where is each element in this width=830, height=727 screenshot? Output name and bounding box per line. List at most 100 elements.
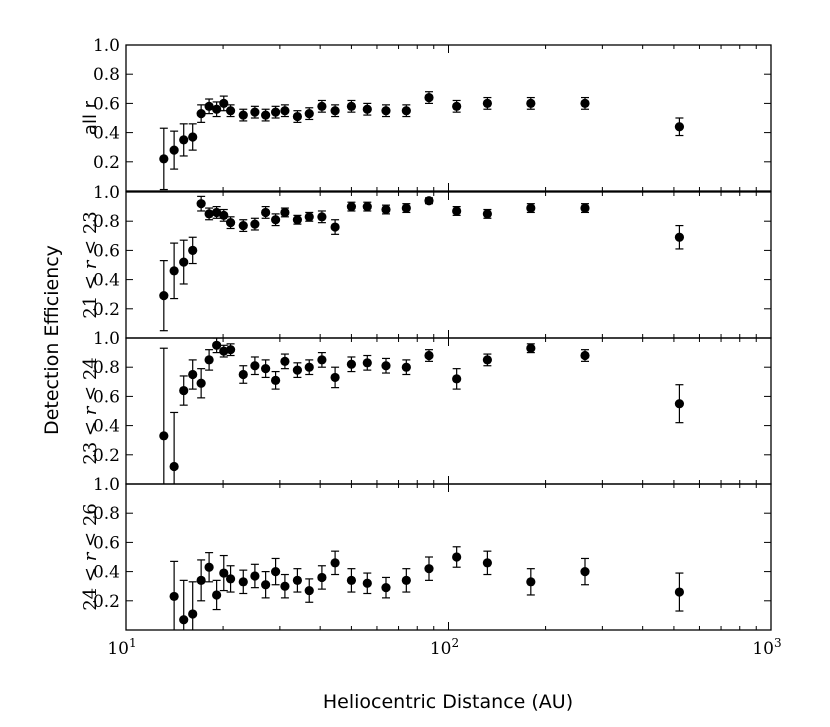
data-point — [304, 585, 314, 596]
data-point — [452, 101, 462, 111]
panel-y-label-part: < — [80, 532, 101, 553]
y-axis-label: Detection Efficiency — [41, 245, 63, 435]
data-point — [169, 591, 179, 602]
panel-y-label-part: r — [80, 405, 101, 421]
panel-y-label-part: < — [80, 240, 101, 261]
data-point — [526, 343, 536, 353]
data-point — [271, 215, 281, 225]
data-point — [179, 257, 189, 267]
data-point — [219, 210, 229, 220]
data-point — [261, 364, 271, 374]
data-point — [452, 374, 462, 384]
data-point — [271, 567, 281, 577]
panel-y-label-part: 24 — [80, 588, 101, 611]
data-point — [526, 203, 536, 213]
data-point — [330, 372, 340, 383]
data-point — [346, 359, 357, 369]
y-tick-label: 0.4 — [93, 124, 120, 144]
data-point — [401, 203, 411, 213]
data-point — [317, 212, 327, 222]
y-tick-label: 0.2 — [93, 153, 120, 173]
panel-frame — [125, 483, 772, 631]
panel-3: 0.2 0.4 0.6 0.8 1.0 23 < r < 24 — [80, 329, 772, 485]
data-point — [346, 575, 357, 585]
data-point — [381, 583, 391, 593]
y-tick-label: 0.4 — [93, 271, 120, 291]
data-point — [674, 232, 685, 242]
data-point — [674, 399, 685, 409]
data-point — [159, 431, 169, 441]
y-tick-label: 1.0 — [93, 183, 120, 203]
panel-y-label-part: 26 — [80, 503, 101, 532]
data-point — [317, 101, 327, 111]
data-point — [261, 580, 271, 590]
data-point — [196, 109, 206, 119]
data-point — [280, 356, 290, 366]
data-point — [346, 101, 357, 111]
data-point — [250, 107, 260, 117]
panel-y-label: 21 < r < 23 — [80, 211, 101, 319]
data-point — [179, 385, 189, 396]
y-tick-label: 0.8 — [93, 358, 120, 378]
panel-data — [159, 195, 685, 332]
data-point — [188, 132, 198, 142]
data-point — [159, 291, 169, 301]
data-point — [196, 199, 206, 209]
panel-y-label-part: 24 — [80, 357, 101, 386]
data-point — [362, 202, 372, 212]
y-tick-label: 0.4 — [93, 417, 120, 437]
data-point — [212, 590, 222, 600]
y-tick-label: 0.6 — [93, 241, 120, 261]
data-point — [204, 562, 214, 572]
y-tick-label: 0.6 — [93, 387, 120, 407]
data-point — [580, 350, 590, 361]
data-point — [204, 355, 214, 365]
data-point — [225, 574, 236, 584]
data-point — [330, 106, 340, 116]
data-point — [401, 362, 411, 372]
data-point — [238, 110, 248, 120]
panels-group: 0.2 0.4 0.6 0.8 1.0 all r 0.2 0.4 0.6 0.8 1.0 21 < … — [80, 36, 772, 631]
panel-y-label-part: 23 — [80, 442, 101, 465]
panel-y-label: 23 < r < 24 — [80, 357, 101, 465]
panel-y-label-part: r — [80, 551, 101, 567]
data-point — [424, 196, 434, 206]
x-tick-label: 102 — [430, 636, 459, 659]
data-point — [292, 215, 303, 225]
data-point — [304, 212, 314, 222]
data-point — [401, 575, 411, 585]
data-point — [250, 219, 260, 229]
data-point — [482, 98, 492, 108]
panel-y-label-part: r — [80, 259, 101, 275]
panel-frame — [125, 337, 772, 485]
y-tick-label: 0.2 — [93, 300, 120, 320]
data-point — [169, 461, 179, 472]
data-point — [179, 615, 189, 625]
data-point — [225, 106, 236, 116]
panel-y-label-part: < — [80, 275, 101, 296]
x-axis: 101 102 103 — [107, 636, 781, 659]
data-point — [188, 245, 198, 255]
data-point — [261, 110, 271, 120]
data-point — [225, 218, 236, 228]
data-point — [204, 209, 214, 219]
panel-y-label: 24 < r < 26 — [80, 503, 101, 611]
x-axis-label: Heliocentric Distance (AU) — [323, 691, 573, 713]
y-tick-label: 0.8 — [93, 212, 120, 232]
data-point — [169, 266, 179, 276]
data-point — [212, 207, 222, 218]
data-point — [204, 101, 214, 111]
x-tick-label: 101 — [107, 636, 136, 659]
y-tick-label: 0.6 — [93, 533, 120, 553]
data-point — [196, 378, 206, 388]
data-point — [292, 365, 303, 375]
data-point — [452, 552, 462, 562]
panel-frame — [125, 44, 772, 192]
data-point — [271, 107, 281, 117]
panel-y-label-part: < — [80, 567, 101, 588]
data-point — [212, 104, 222, 114]
data-point — [219, 98, 229, 108]
panel-y-label-part: 23 — [80, 211, 101, 240]
data-point — [330, 222, 340, 232]
